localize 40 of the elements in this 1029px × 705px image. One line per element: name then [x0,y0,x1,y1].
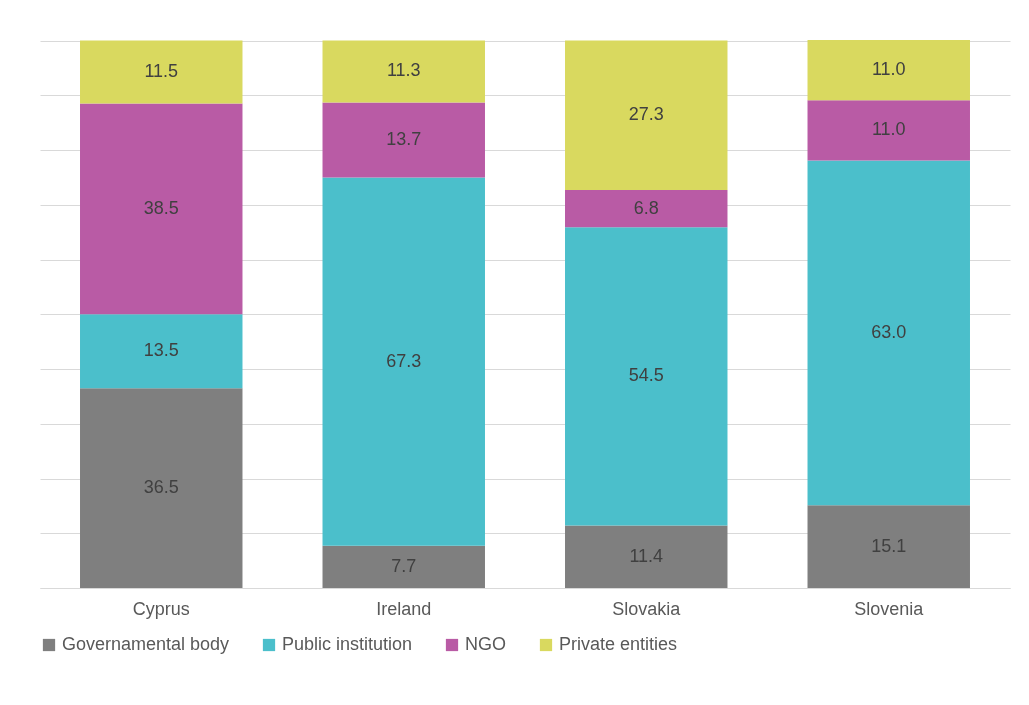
bar [565,40,728,190]
bar [322,102,485,178]
data-label: 63.0 [871,321,907,342]
legend-label: Governamental body [62,634,230,654]
data-label: 6.8 [633,197,659,218]
bar [322,177,485,546]
bar [322,40,485,103]
x-tick-label: Ireland [376,598,432,619]
bar [80,314,243,389]
data-label: 38.5 [143,197,179,218]
bar [565,227,728,526]
data-label: 11.0 [871,119,906,140]
data-label: 11.0 [871,59,906,80]
legend-label: Public institution [282,634,413,654]
bar [565,190,728,228]
bar [807,505,970,588]
bar [80,388,243,588]
data-label: 36.5 [143,477,179,498]
data-label: 54.5 [628,365,664,386]
bar [80,103,243,315]
data-label: 13.7 [386,128,422,149]
data-label: 11.5 [144,61,179,82]
bar [807,160,970,506]
x-tick-label: Slovenia [854,598,925,619]
bar [80,40,243,104]
x-tick-label: Slovakia [612,598,682,619]
bar [807,40,970,101]
data-label: 11.3 [386,60,421,81]
bar [565,525,728,588]
bar [807,100,970,161]
data-label: 7.7 [391,555,417,576]
legend-label: NGO [465,634,507,654]
data-label: 15.1 [871,535,907,556]
x-tick-label: Cyprus [132,598,190,619]
data-label: 13.5 [143,340,179,361]
data-label: 27.3 [628,104,664,125]
legend-label: Private entities [559,634,678,654]
data-label: 67.3 [386,350,422,371]
data-label: 11.4 [629,545,664,566]
bar [322,545,485,588]
